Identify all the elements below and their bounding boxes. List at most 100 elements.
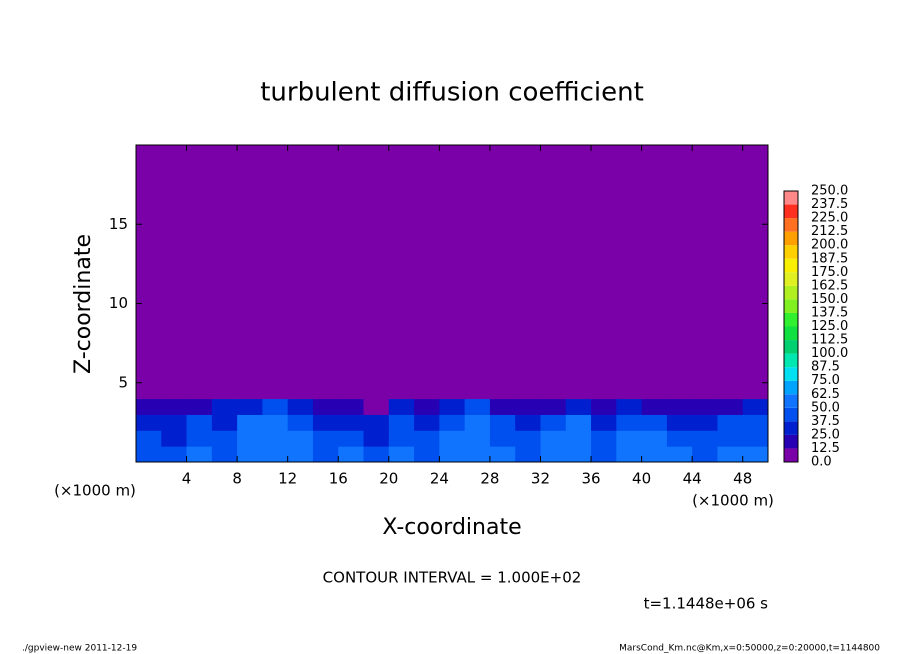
field-cell — [211, 430, 238, 447]
field-cell — [742, 446, 769, 463]
field-cell — [363, 414, 390, 431]
colorbar-label: 12.5 — [811, 441, 840, 456]
field-cell — [312, 430, 339, 447]
field-cell — [363, 446, 390, 463]
field-cell — [717, 414, 744, 431]
field-cell — [211, 446, 238, 463]
field-cell — [136, 430, 162, 447]
field-cell — [717, 145, 744, 400]
field-cell — [464, 398, 491, 415]
colorbar-label: 100.0 — [811, 346, 848, 361]
field-cell — [388, 446, 415, 463]
field-cell — [641, 446, 668, 463]
colorbar-box — [784, 434, 798, 449]
field-cell — [312, 414, 339, 431]
footer: ./gpview-new 2011-12-19 — [22, 644, 137, 654]
x-tick-label: 24 — [430, 470, 449, 488]
field-cell — [540, 430, 567, 447]
field-cell — [489, 145, 516, 400]
field-cell — [287, 145, 314, 400]
field-cell — [717, 430, 744, 447]
field-cell — [565, 145, 592, 400]
y-tick-label: 10 — [109, 294, 128, 312]
colorbar-label: 212.5 — [811, 224, 848, 239]
field-cell — [540, 398, 567, 415]
field-cell — [464, 414, 491, 431]
field-cell — [742, 430, 769, 447]
colorbar-box — [784, 204, 798, 219]
field-cell — [692, 398, 718, 415]
field-cell — [338, 414, 365, 431]
field-cell — [540, 414, 567, 431]
field-cell — [312, 446, 339, 463]
field-cell — [312, 145, 339, 400]
y-tick-label: 15 — [109, 215, 128, 233]
colorbar-box — [784, 448, 798, 462]
field-cell — [641, 145, 668, 400]
x-tick-label: 4 — [182, 470, 192, 488]
field-cell — [666, 446, 693, 463]
field-cell — [186, 398, 213, 415]
field-cell — [616, 414, 643, 431]
field-cell — [439, 446, 466, 463]
field-cell — [515, 430, 541, 447]
field-cell — [161, 398, 188, 415]
field-cell — [388, 414, 415, 431]
field-cell — [489, 446, 516, 463]
x-axis-label: X-coordinate — [382, 515, 521, 540]
x-tick-label: 8 — [232, 470, 242, 488]
field-cell — [161, 430, 188, 447]
field-cell — [439, 145, 466, 400]
field-cell — [388, 398, 415, 415]
field-cell — [186, 145, 213, 400]
field-cell — [338, 145, 365, 400]
field-cell — [692, 414, 718, 431]
field-cell — [363, 398, 390, 415]
field-cell — [262, 446, 289, 463]
field-cell — [742, 414, 769, 431]
field-cell — [161, 145, 188, 400]
field-cell — [338, 430, 365, 447]
field-cell — [565, 446, 592, 463]
field-cell — [287, 430, 314, 447]
time-label: t=1.1448e+06 s — [644, 595, 769, 613]
field-cell — [262, 145, 289, 400]
field-cell — [414, 430, 440, 447]
field-cell — [136, 446, 162, 463]
field-cell — [338, 446, 365, 463]
field-cell — [136, 145, 162, 400]
x-tick-label: 20 — [379, 470, 398, 488]
x-tick-label: 32 — [531, 470, 550, 488]
field-cell — [186, 430, 213, 447]
colorbar-frame — [783, 190, 799, 463]
field-cell — [641, 430, 668, 447]
field-cell — [565, 430, 592, 447]
colorbar-box — [784, 367, 798, 381]
y-axis-label: Z-coordinate — [71, 234, 96, 374]
x-tick-label: 16 — [329, 470, 348, 488]
field-cell — [515, 398, 541, 415]
colorbar-box — [784, 407, 798, 422]
colorbar-label: 75.0 — [811, 373, 840, 388]
field-cell — [211, 145, 238, 400]
field-cell — [565, 398, 592, 415]
field-cell — [161, 446, 188, 463]
colorbar-box — [784, 353, 798, 368]
field-cell — [414, 145, 440, 400]
x-tick-label: 12 — [278, 470, 297, 488]
x-tick-label: 44 — [683, 470, 702, 488]
field-cell — [287, 414, 314, 431]
colorbar-label: 175.0 — [811, 265, 848, 280]
field-cell — [388, 145, 415, 400]
field-cell — [666, 398, 693, 415]
field-cell — [591, 145, 617, 400]
x-unit-label: (×1000 m) — [692, 492, 774, 510]
field-cell — [591, 398, 617, 415]
colorbar-label: 225.0 — [811, 211, 848, 226]
field-cell — [186, 414, 213, 431]
colorbar-label: 37.5 — [811, 414, 840, 429]
field-cell — [439, 398, 466, 415]
field-cell — [616, 446, 643, 463]
field-cell — [338, 398, 365, 415]
